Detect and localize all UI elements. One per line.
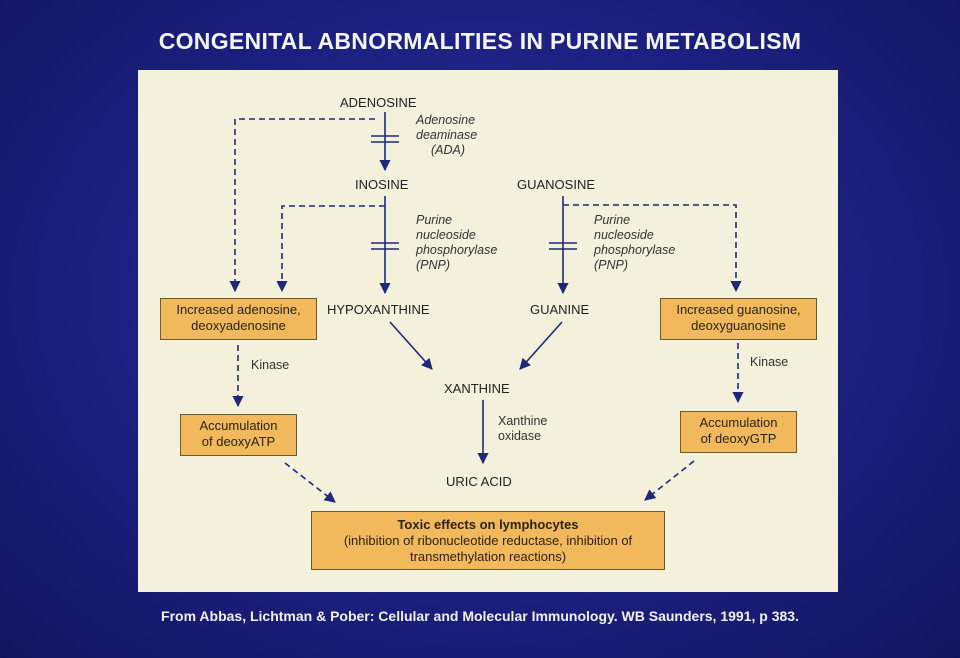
enzyme-xanthine-oxidase-label: Xanthine oxidase [498, 414, 547, 444]
toxic-detail-line: transmethylation reactions) [409, 549, 567, 564]
box-line: deoxyguanosine [691, 318, 786, 333]
enzyme-pnp-right-label: Purine nucleoside phosphorylase (PNP) [594, 213, 675, 273]
citation: From Abbas, Lichtman & Pober: Cellular a… [161, 608, 799, 624]
enzyme-pnp-line: phosphorylase [594, 243, 676, 257]
enzyme-xo-line: Xanthine [498, 414, 548, 428]
box-line: deoxyadenosine [191, 318, 286, 333]
enzyme-xo-line: oxidase [498, 429, 542, 443]
enzyme-pnp-line: Purine [594, 213, 631, 227]
kinase-label-left: Kinase [251, 358, 290, 372]
node-xanthine: XANTHINE [444, 381, 510, 396]
enzyme-pnp-left-label: Purine nucleoside phosphorylase (PNP) [416, 213, 497, 273]
arrow-guanine-xanthine [519, 321, 563, 370]
box-line: Increased guanosine, [676, 302, 801, 317]
dashed-dgtp-to-toxic [644, 460, 695, 501]
node-guanine: GUANINE [530, 302, 590, 317]
dashed-datp-to-toxic [284, 462, 336, 503]
toxic-title: Toxic effects on lymphocytes [397, 517, 579, 532]
node-inosine: INOSINE [355, 177, 409, 192]
dashed-adenosine-to-box [229, 118, 375, 293]
enzyme-ada-label: Adenosine deaminase (ADA) [416, 113, 477, 158]
box-toxic-effects: Toxic effects on lymphocytes (inhibition… [311, 511, 665, 570]
enzyme-pnp-line: Purine [416, 213, 453, 227]
box-line: Accumulation [699, 415, 778, 430]
node-hypoxanthine: HYPOXANTHINE [327, 302, 430, 317]
node-adenosine: ADENOSINE [340, 95, 417, 110]
box-increased-guanosine: Increased guanosine, deoxyguanosine [660, 298, 817, 340]
node-uric-acid: URIC ACID [446, 474, 512, 489]
dashed-inosine-to-box [276, 205, 385, 293]
slide-title: CONGENITAL ABNORMALITIES IN PURINE METAB… [158, 28, 802, 54]
box-line: of deoxyATP [201, 434, 276, 449]
enzyme-ada-line: Adenosine [416, 113, 476, 127]
arrow-hypoxanthine-xanthine [389, 321, 433, 370]
kinase-label-right: Kinase [750, 355, 789, 369]
toxic-detail-line: (inhibition of ribonucleotide reductase,… [343, 533, 633, 548]
enzyme-pnp-line: phosphorylase [416, 243, 498, 257]
enzyme-ada-line: deaminase [416, 128, 478, 142]
enzyme-pnp-line: nucleoside [416, 228, 476, 242]
box-accumulation-datp: Accumulation of deoxyATP [180, 414, 297, 456]
enzyme-pnp-line: (PNP) [416, 258, 451, 272]
node-guanosine: GUANOSINE [517, 177, 596, 192]
box-line: Accumulation [199, 418, 278, 433]
box-increased-adenosine: Increased adenosine, deoxyadenosine [160, 298, 317, 340]
box-line: Increased adenosine, [176, 302, 301, 317]
enzyme-pnp-line: nucleoside [594, 228, 654, 242]
enzyme-pnp-line: (PNP) [594, 258, 629, 272]
box-line: of deoxyGTP [700, 431, 777, 446]
dashed-guanosine-to-box [563, 204, 742, 293]
box-accumulation-dgtp: Accumulation of deoxyGTP [680, 411, 797, 453]
enzyme-ada-line: (ADA) [431, 143, 466, 157]
